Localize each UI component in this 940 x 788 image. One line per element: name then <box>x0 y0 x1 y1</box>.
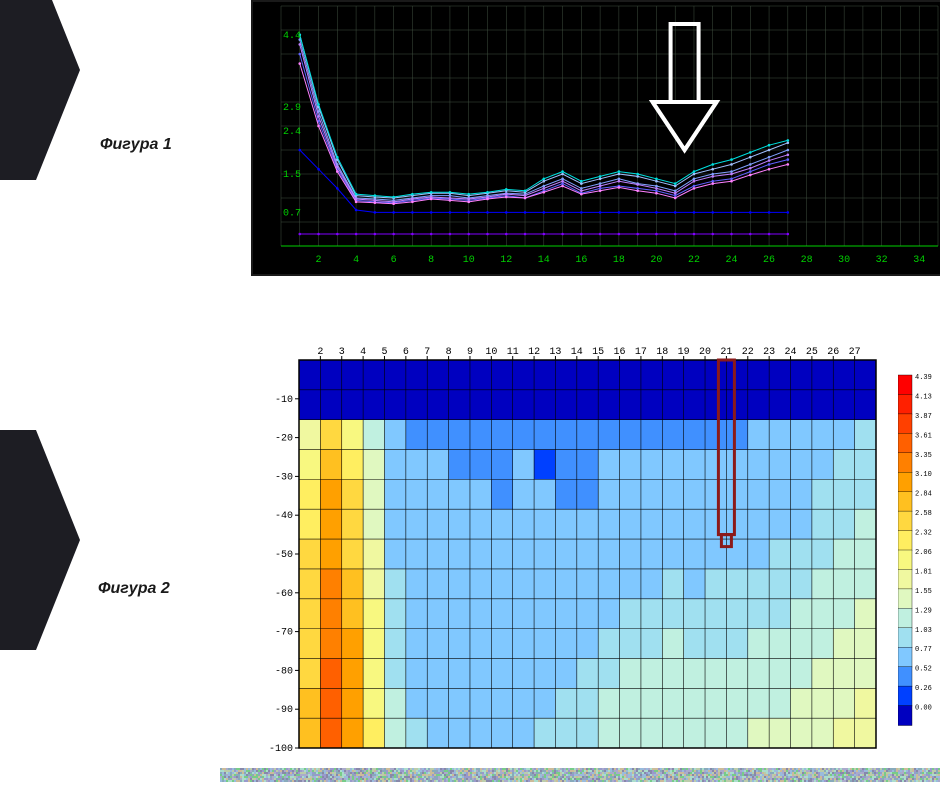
svg-text:2.32: 2.32 <box>915 530 932 538</box>
noise-strip <box>220 768 940 782</box>
svg-text:24: 24 <box>726 255 738 266</box>
svg-text:18: 18 <box>613 255 625 266</box>
svg-text:-90: -90 <box>275 705 293 716</box>
svg-text:2.58: 2.58 <box>915 510 932 518</box>
svg-text:14: 14 <box>538 255 550 266</box>
svg-text:1.55: 1.55 <box>915 588 932 596</box>
svg-text:-100: -100 <box>269 744 293 755</box>
svg-text:-80: -80 <box>275 666 293 677</box>
svg-text:-60: -60 <box>275 589 293 600</box>
svg-text:2.4: 2.4 <box>283 127 301 138</box>
svg-text:32: 32 <box>876 255 888 266</box>
svg-text:26: 26 <box>763 255 775 266</box>
svg-text:12: 12 <box>500 255 512 266</box>
svg-text:0.52: 0.52 <box>915 666 932 674</box>
svg-text:4: 4 <box>353 255 359 266</box>
svg-text:20: 20 <box>650 255 662 266</box>
pointer-shape-1 <box>0 0 80 180</box>
svg-text:2.9: 2.9 <box>283 103 301 114</box>
svg-text:22: 22 <box>688 255 700 266</box>
svg-text:1.29: 1.29 <box>915 607 932 615</box>
svg-text:3.35: 3.35 <box>915 452 932 460</box>
svg-text:34: 34 <box>913 255 925 266</box>
svg-text:8: 8 <box>428 255 434 266</box>
svg-text:2: 2 <box>316 255 322 266</box>
svg-text:-20: -20 <box>275 434 293 445</box>
svg-text:16: 16 <box>575 255 587 266</box>
svg-text:4.4: 4.4 <box>283 31 301 42</box>
svg-text:2.06: 2.06 <box>915 549 932 557</box>
svg-text:0.26: 0.26 <box>915 685 932 693</box>
svg-text:6: 6 <box>391 255 397 266</box>
svg-text:-10: -10 <box>275 395 293 406</box>
svg-text:1.03: 1.03 <box>915 627 932 635</box>
svg-text:28: 28 <box>801 255 813 266</box>
svg-text:1.81: 1.81 <box>915 568 932 576</box>
figure2-label: Фигура 2 <box>98 580 170 598</box>
svg-text:0.77: 0.77 <box>915 646 932 654</box>
svg-text:-50: -50 <box>275 550 293 561</box>
heatmap-chart: 2345678910111213141516171819202122232425… <box>251 338 886 758</box>
svg-text:0.00: 0.00 <box>915 705 932 713</box>
svg-text:3.61: 3.61 <box>915 432 932 440</box>
svg-text:4.13: 4.13 <box>915 393 932 401</box>
svg-text:2.84: 2.84 <box>915 491 932 499</box>
line-chart: 2468101214161820222426283032340.71.52.42… <box>251 0 940 276</box>
svg-text:-40: -40 <box>275 511 293 522</box>
svg-text:30: 30 <box>838 255 850 266</box>
svg-text:0.7: 0.7 <box>283 208 301 219</box>
colorbar: 4.39 4.13 3.87 3.61 3.35 3.10 2.84 2.58 2.32 2.06… <box>898 370 930 730</box>
svg-text:-70: -70 <box>275 628 293 639</box>
svg-text:10: 10 <box>463 255 475 266</box>
svg-text:3.10: 3.10 <box>915 471 932 479</box>
pointer-shape-2 <box>0 430 80 650</box>
svg-text:4.39: 4.39 <box>915 374 932 382</box>
svg-text:1.5: 1.5 <box>283 170 301 181</box>
svg-text:3.87: 3.87 <box>915 413 932 421</box>
figure1-label: Фигура 1 <box>100 136 172 154</box>
svg-text:-30: -30 <box>275 472 293 483</box>
